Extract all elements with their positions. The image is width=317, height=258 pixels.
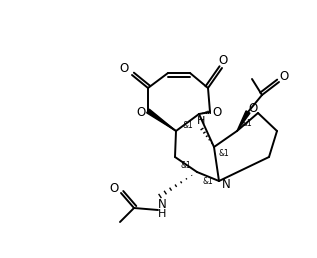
Text: O: O [136,106,146,118]
Text: H: H [158,209,166,219]
Text: N: N [222,178,230,190]
Text: &1: &1 [203,176,213,186]
Text: O: O [249,101,258,115]
Text: &1: &1 [242,119,252,128]
Text: &1: &1 [219,149,230,158]
Text: O: O [212,107,222,119]
Text: O: O [218,53,228,67]
Polygon shape [147,109,176,131]
Text: N: N [158,198,166,212]
Text: O: O [279,69,288,83]
Text: O: O [109,181,119,195]
Text: H: H [197,116,205,126]
Text: O: O [120,62,129,76]
Polygon shape [237,111,250,131]
Text: &1: &1 [181,162,191,171]
Text: &1: &1 [183,120,193,130]
